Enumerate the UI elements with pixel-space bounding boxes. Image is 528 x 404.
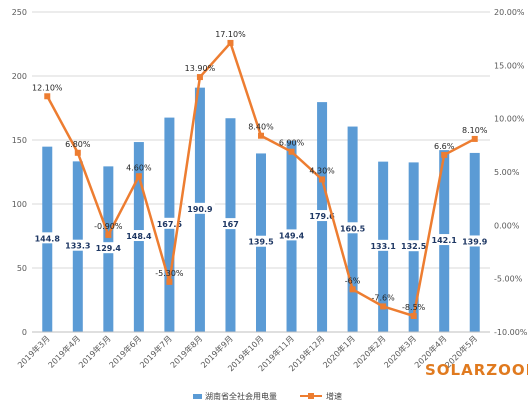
- legend-swatch-marker: [308, 393, 314, 399]
- left-axis: 0 50 100 150 200 250: [12, 8, 27, 337]
- line-data-label: -0.90%: [94, 222, 123, 231]
- bar-label-bg: [368, 239, 399, 251]
- y-left-tick-label: 50: [17, 264, 27, 273]
- right-axis: -10.00% -5.00% 0.00% 5.00% 10.00% 15.00% 20.00…: [494, 8, 528, 337]
- line-series: [44, 39, 478, 319]
- bar-label-bg: [220, 218, 241, 230]
- bar-data-label: 149.4: [279, 231, 305, 240]
- bar-label-bg: [62, 239, 93, 251]
- line-data-label: -5.30%: [155, 269, 184, 278]
- line-data-label: 17.10%: [215, 30, 246, 39]
- line-marker: [74, 149, 81, 156]
- y-right-tick-label: 5.00%: [494, 168, 520, 177]
- line-data-label: 8.10%: [462, 126, 488, 135]
- bar-data-label: 139.5: [248, 238, 274, 247]
- y-left-tick-label: 100: [12, 200, 27, 209]
- bar-label-bg: [32, 232, 63, 244]
- y-right-tick-label: 0.00%: [494, 221, 520, 230]
- line-marker: [105, 231, 112, 238]
- line-marker: [349, 286, 356, 293]
- bar-label-bg: [307, 210, 338, 222]
- line-data-labels: 12.10% 6.80% -0.90% 4.60% -5.30% 13.90% 17.10%…: [32, 30, 488, 312]
- bar-data-label: 142.1: [432, 236, 458, 245]
- line-marker: [319, 176, 326, 183]
- line-data-label: 4.30%: [309, 166, 335, 175]
- line-marker: [258, 132, 264, 139]
- bar-data-label: 190.9: [187, 205, 213, 214]
- line-marker: [227, 39, 234, 46]
- bar-data-label: 179.6: [309, 212, 335, 221]
- line-marker: [380, 303, 387, 310]
- line-marker: [288, 148, 295, 155]
- y-right-tick-label: 10.00%: [494, 115, 525, 124]
- bar-data-label: 139.9: [462, 237, 488, 246]
- legend-swatch-bar: [193, 394, 202, 399]
- bar-label-bg: [459, 235, 490, 247]
- bar-label-bg: [123, 230, 154, 242]
- line-data-label: -6%: [345, 276, 361, 285]
- line-marker: [166, 278, 173, 285]
- y-right-tick-label: 15.00%: [494, 61, 525, 70]
- bar-label-bg: [184, 202, 215, 214]
- bar-data-label: 133.3: [65, 242, 90, 251]
- line-data-label: 4.60%: [126, 163, 152, 172]
- legend-label-bar: 湖南省全社会用电量: [205, 391, 277, 401]
- bar-label-bg: [93, 242, 124, 254]
- y-left-tick-label: 200: [12, 72, 27, 81]
- bar-label-bg: [398, 240, 429, 252]
- line-marker: [44, 93, 51, 100]
- bar-data-label: 148.4: [126, 232, 152, 241]
- line-data-label: 6.90%: [279, 139, 305, 148]
- bar-label-bg: [246, 235, 276, 247]
- line-marker: [441, 151, 448, 158]
- bar-data-label: 144.8: [35, 234, 61, 243]
- bar-data-label: 129.4: [96, 244, 122, 253]
- line-marker: [196, 74, 203, 81]
- x-axis: 2019年3月2019年4月2019年5月2019年6月2019年7月2019年…: [15, 331, 490, 373]
- legend: 湖南省全社会用电量 增速: [193, 391, 342, 401]
- y-right-tick-label: -10.00%: [494, 328, 528, 337]
- y-right-tick-label: -5.00%: [494, 275, 523, 284]
- bar-label-bg: [337, 222, 368, 234]
- bar-label-bg: [154, 217, 185, 229]
- legend-label-line: 增速: [326, 391, 342, 401]
- line-marker: [410, 313, 417, 319]
- bar-data-label: 132.5: [401, 242, 427, 251]
- bar-data-label: 133.1: [370, 242, 396, 251]
- line-data-label: -7.6%: [372, 293, 396, 302]
- line-marker: [471, 135, 478, 142]
- line-data-label: 12.10%: [32, 83, 63, 92]
- line-data-label: -8.5%: [402, 303, 426, 312]
- y-right-tick-label: 20.00%: [494, 8, 525, 17]
- watermark-text: SOLARZOOM: [425, 361, 528, 379]
- bar-label-bg: [276, 229, 307, 241]
- bar-data-label: 167: [222, 220, 239, 229]
- bar-data-label: 167.5: [157, 220, 183, 229]
- y-left-tick-label: 0: [22, 328, 27, 337]
- bar-data-label: 160.5: [340, 224, 366, 233]
- bar-label-bg: [429, 234, 460, 246]
- line-marker: [135, 173, 142, 180]
- line-data-label: 13.90%: [185, 64, 216, 73]
- y-left-tick-label: 150: [12, 136, 27, 145]
- bar-data-labels: 144.8 133.3 129.4 148.4 167.5 190.9 167 139.5 14…: [32, 202, 490, 254]
- line-data-label: 6.6%: [434, 142, 455, 151]
- line-data-label: 6.80%: [65, 140, 91, 149]
- line-data-label: 8.40%: [248, 123, 274, 132]
- y-left-tick-label: 250: [12, 8, 27, 17]
